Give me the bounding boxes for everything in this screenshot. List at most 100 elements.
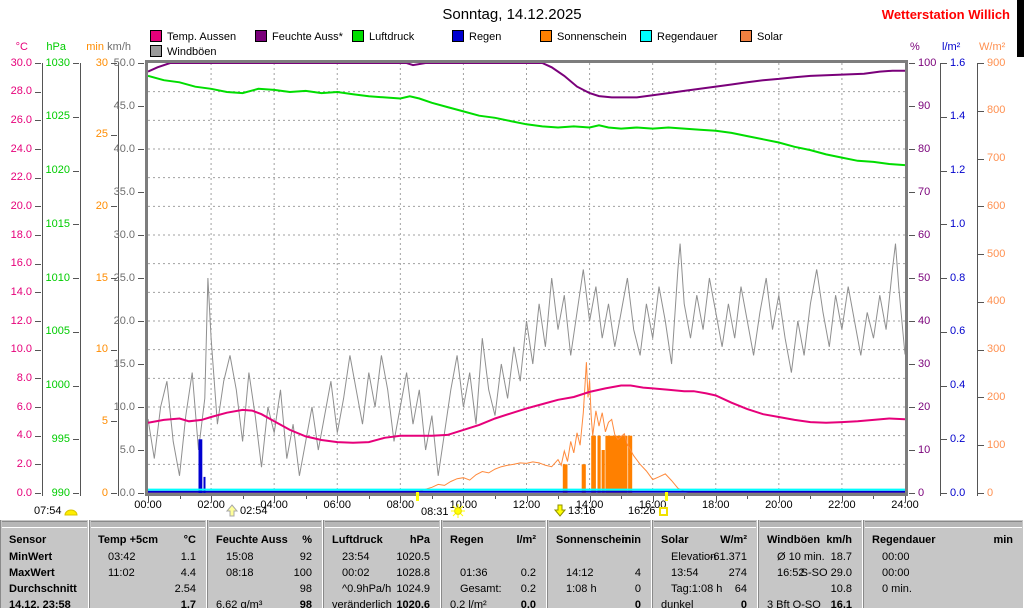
legend-swatch <box>740 30 752 42</box>
x-axis-tick <box>841 496 843 502</box>
series-Luftdruck <box>148 74 905 167</box>
axis-tick-label: 1010 <box>45 271 70 284</box>
legend-label: Windböen <box>167 46 217 58</box>
x-axis-label: 06:00 <box>323 499 352 511</box>
bar-Sonnenschein <box>628 435 633 493</box>
x-axis-tick <box>148 496 149 502</box>
axis-tick-label: 40.0 <box>113 142 135 155</box>
axis-tick <box>35 321 41 322</box>
bar-Regen <box>203 476 206 493</box>
table-row: Feuchte Auss% <box>208 532 322 548</box>
axis-unit-wind: km/h <box>107 41 131 53</box>
axis-tick <box>909 407 915 408</box>
axis-tick <box>138 450 144 451</box>
table-row: veränderlich 1020.6 <box>324 597 440 608</box>
column-header: Feuchte Auss <box>216 534 288 546</box>
axis-line-rain <box>940 63 941 496</box>
x-axis-tick <box>179 496 181 499</box>
x-axis-label: 12:00 <box>512 499 541 511</box>
axis-unit-temp: °C <box>15 41 28 53</box>
axis-tick <box>73 170 79 172</box>
cell-label: 01:36 <box>460 567 488 579</box>
x-axis-tick <box>274 496 276 502</box>
legend-label: Regen <box>469 31 502 43</box>
axis-tick <box>138 149 144 150</box>
cell-value: S-SO 29.0 <box>800 567 852 579</box>
axis-tick-label: 1030 <box>45 56 70 69</box>
axis-tick-label: 995 <box>51 432 70 445</box>
axis-tick-label: 100 <box>918 56 937 69</box>
axis-tick-label: 15 <box>95 271 108 284</box>
axis-tick <box>35 149 41 150</box>
table-column-windb-en: Windböen km/h Ø 10 min. 18.7 16:52 S-SO 29.0 1… <box>758 520 863 608</box>
column-header: Temp +5cm <box>98 534 159 546</box>
table-row: ^0.9hPa/h 1024.9 <box>324 581 440 597</box>
cell-value: 92 <box>299 551 312 563</box>
cell-value: 100 <box>293 567 312 579</box>
axis-tick <box>111 421 117 423</box>
x-axis-tick <box>431 496 433 499</box>
legend-swatch <box>540 30 552 42</box>
axis-tick <box>941 224 947 226</box>
x-axis-tick <box>873 496 875 499</box>
cell-label: ^0.9hPa/h <box>342 583 392 595</box>
axis-tick <box>978 206 984 208</box>
axis-tick-label: 5 <box>101 414 108 427</box>
astro-time: 16:26 <box>628 505 656 517</box>
table-row: 00:02 1028.8 <box>324 565 440 581</box>
x-axis-tick <box>589 496 591 502</box>
x-axis-label: 04:00 <box>260 499 288 511</box>
axis-tick <box>111 349 117 351</box>
cell-value: 1.7 <box>180 599 196 608</box>
legend-item: Solar <box>740 30 783 43</box>
table-row: Durchschnitt <box>1 581 88 597</box>
axis-tick-label: 20 <box>918 400 931 413</box>
column-ridge <box>325 521 439 528</box>
legend-item: Feuchte Auss* <box>255 30 343 43</box>
table-row: 1.7 <box>90 597 206 608</box>
cell-label: MaxWert <box>9 567 55 579</box>
table-column-luftdruck: Luftdruck hPa 23:54 1020.5 00:02 1028.8 ^0.9hP… <box>323 520 441 608</box>
x-axis-label: 02:00 <box>197 499 225 511</box>
legend-item: Regen <box>452 30 501 43</box>
axis-tick <box>941 439 947 441</box>
axis-tick <box>909 364 915 365</box>
cell-value: 18.7 <box>830 551 852 563</box>
axis-tick <box>941 278 947 279</box>
column-header: Solar <box>661 534 689 546</box>
cell-value: 64 <box>734 583 747 595</box>
astro-time: 07:54 <box>34 505 62 517</box>
table-row: Gesamt: 0.2 <box>442 581 546 597</box>
axis-tick <box>73 224 79 226</box>
axis-line-sunshine <box>118 63 119 496</box>
axis-tick <box>941 116 947 118</box>
sun-axis-mark <box>415 492 419 501</box>
axis-tick-label: 30 <box>918 357 931 370</box>
axis-tick-label: 25.0 <box>113 271 135 284</box>
column-ridge <box>865 521 1022 528</box>
axis-tick-label: 25 <box>95 128 108 141</box>
table-row: 00:00 <box>864 549 1023 565</box>
axis-tick <box>35 91 41 93</box>
table-row: 0 <box>548 597 651 608</box>
axis-tick-label: 100 <box>987 438 1006 451</box>
axis-tick <box>909 192 915 193</box>
axis-tick <box>978 445 984 447</box>
bar-Sonnenschein <box>601 450 605 493</box>
table-row: Sensor <box>1 532 88 548</box>
astro-time: 13:16 <box>568 505 596 517</box>
axis-tick-label: 10 <box>918 443 931 456</box>
axis-tick <box>35 407 41 408</box>
table-column-regen: Regen l/m² 01:36 0.2 Gesamt: 0.2 0.2 l/m² 0.0 <box>441 520 547 608</box>
column-ridge <box>549 521 650 528</box>
axis-tick <box>909 321 915 322</box>
x-axis-tick <box>463 496 465 502</box>
axis-tick-label: 30.0 <box>113 228 135 241</box>
astro-annotation: 07:54 <box>34 504 80 519</box>
axis-tick <box>138 493 144 494</box>
axis-line-solar <box>977 63 978 496</box>
cell-label: Tag:1:08 h <box>671 583 723 595</box>
x-axis-tick <box>652 496 654 502</box>
legend-label: Feuchte Auss* <box>272 31 343 43</box>
axis-tick-label: 70 <box>918 185 931 198</box>
